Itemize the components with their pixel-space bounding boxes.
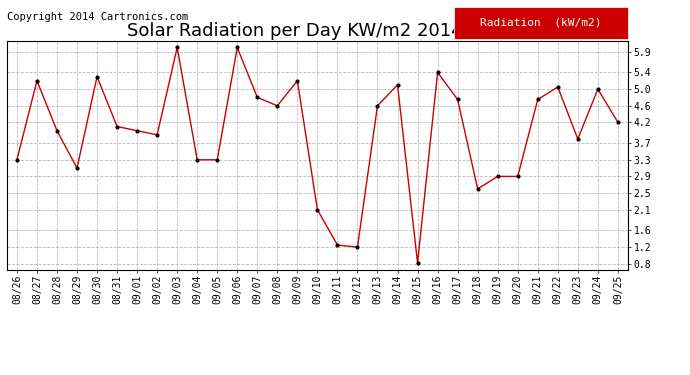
Text: Copyright 2014 Cartronics.com: Copyright 2014 Cartronics.com [7,12,188,21]
FancyBboxPatch shape [454,7,628,39]
Text: Radiation  (kW/m2): Radiation (kW/m2) [480,18,602,28]
Title: Solar Radiation per Day KW/m2 20140925: Solar Radiation per Day KW/m2 20140925 [127,22,508,40]
